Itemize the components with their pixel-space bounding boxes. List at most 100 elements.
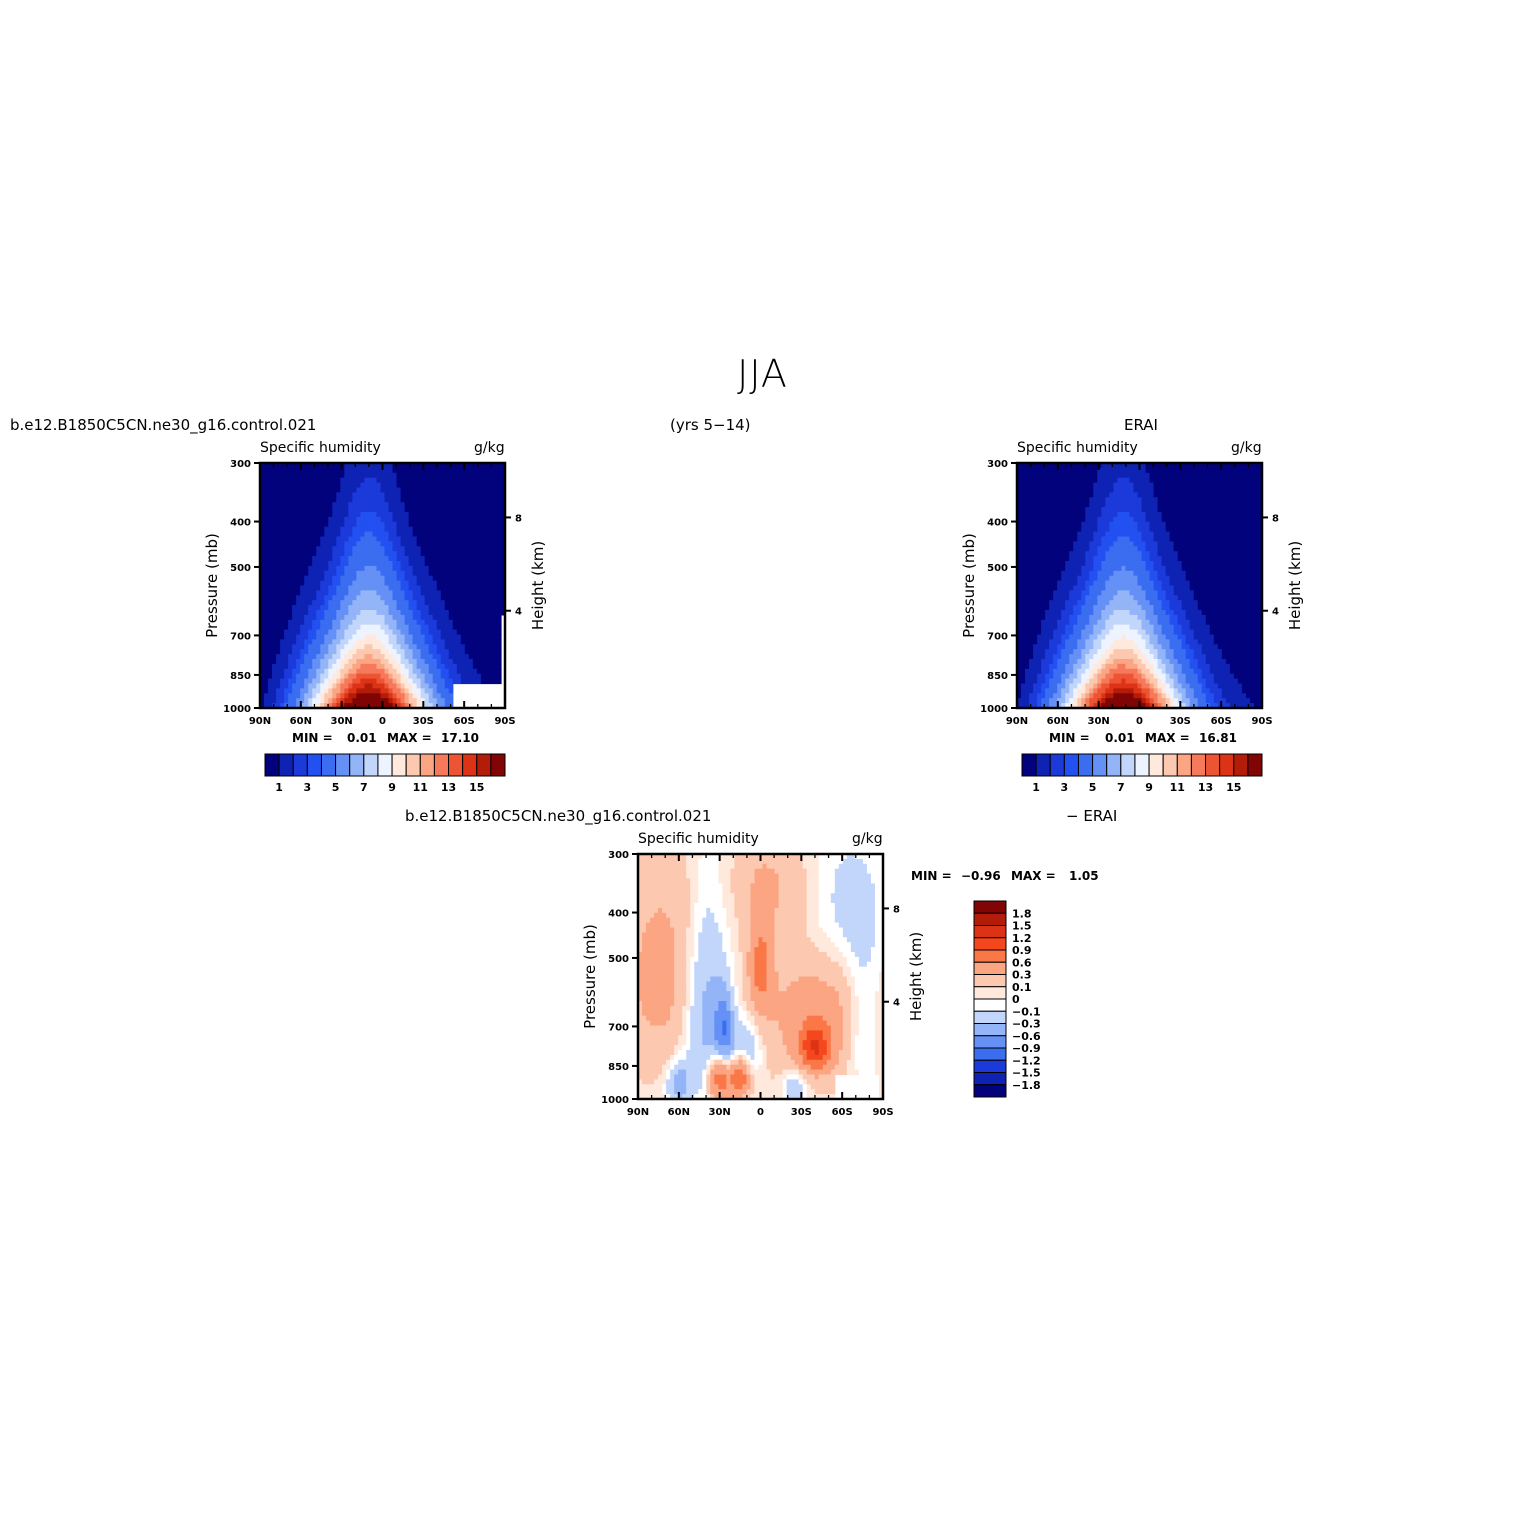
- contour-cell: [1193, 477, 1199, 484]
- contour-cell: [1213, 590, 1219, 596]
- contour-cell: [1237, 477, 1243, 484]
- contour-cell: [420, 477, 426, 484]
- contour-cell: [1113, 561, 1119, 567]
- contour-cell: [1253, 580, 1259, 587]
- contour-cell: [376, 472, 382, 479]
- contour-cell: [1037, 590, 1042, 596]
- contour-cell: [1233, 551, 1239, 557]
- contour-cell: [1109, 575, 1114, 582]
- contour-cell: [484, 541, 490, 547]
- contour-cell: [420, 492, 426, 498]
- contour-cell: [1053, 556, 1058, 562]
- contour-cell: [1117, 605, 1123, 611]
- diff-suffix: − ERAI: [1066, 807, 1118, 825]
- contour-cell: [492, 482, 498, 489]
- contour-cell: [304, 605, 309, 611]
- contour-cell: [328, 629, 333, 636]
- contour-cell: [488, 654, 494, 660]
- contour-cell: [476, 575, 482, 582]
- contour-cell: [264, 477, 269, 484]
- contour-cell: [336, 541, 341, 547]
- contour-cell: [1057, 467, 1062, 474]
- contour-cell: [1033, 546, 1038, 552]
- contour-cell: [1205, 585, 1211, 591]
- contour-cell: [1105, 546, 1110, 552]
- contour-cell: [1213, 580, 1219, 587]
- contour-cell: [336, 703, 341, 709]
- contour-cell: [408, 502, 414, 508]
- contour-cell: [1209, 497, 1215, 503]
- contour-cell: [372, 482, 378, 489]
- contour-cell: [1173, 556, 1179, 562]
- contour-cell: [356, 487, 362, 493]
- contour-cell: [1085, 605, 1090, 611]
- contour-cell: [304, 546, 309, 552]
- contour-cell: [332, 565, 337, 572]
- colorbar-label: 13: [441, 781, 456, 794]
- contour-cell: [1021, 531, 1026, 538]
- contour-cell: [260, 482, 265, 489]
- contour-cell: [316, 512, 321, 518]
- contour-cell: [1241, 605, 1247, 611]
- contour-cell: [304, 585, 309, 591]
- contour-cell: [284, 629, 289, 636]
- contour-cell: [448, 614, 454, 621]
- contour-cell: [308, 668, 313, 675]
- contour-cell: [388, 624, 394, 631]
- contour-cell: [404, 541, 410, 547]
- contour-cell: [324, 590, 329, 596]
- contour-cell: [452, 516, 458, 523]
- contour-cell: [384, 673, 390, 680]
- contour-cell: [500, 487, 506, 493]
- contour-cell: [428, 477, 434, 484]
- contour-cell: [372, 526, 378, 533]
- contour-cell: [260, 516, 265, 523]
- contour-cell: [460, 531, 466, 538]
- contour-cell: [1049, 482, 1054, 489]
- contour-cell: [1161, 516, 1167, 523]
- contour-cell: [276, 570, 281, 577]
- contour-cell: [432, 605, 438, 611]
- contour-cell: [1049, 516, 1054, 523]
- contour-cell: [264, 497, 269, 503]
- contour-cell: [376, 595, 382, 601]
- contour-cell: [1125, 536, 1131, 542]
- contour-cell: [1169, 467, 1175, 474]
- contour-cell: [1153, 605, 1159, 611]
- contour-cell: [1193, 590, 1199, 596]
- contour-cell: [452, 654, 458, 660]
- contour-cell: [1025, 531, 1030, 538]
- y-axis-label: Pressure (mb): [203, 533, 221, 638]
- contour-cell: [1129, 590, 1135, 596]
- contour-cell: [1033, 477, 1038, 484]
- contour-cell: [1057, 487, 1062, 493]
- contour-cell: [1053, 546, 1058, 552]
- contour-cell: [1165, 551, 1171, 557]
- contour-cell: [288, 678, 293, 685]
- contour-cell: [352, 507, 357, 513]
- contour-cell: [1065, 492, 1070, 498]
- contour-cell: [428, 654, 434, 660]
- contour-cell: [1037, 536, 1042, 542]
- contour-cell: [444, 644, 450, 650]
- contour-cell: [496, 614, 502, 621]
- contour-cell: [376, 463, 382, 469]
- contour-cell: [448, 487, 454, 493]
- contour-cell: [1061, 502, 1066, 508]
- contour-cell: [1129, 526, 1135, 533]
- contour-cell: [468, 659, 474, 665]
- contour-cell: [1225, 516, 1231, 523]
- colorbar-box: [476, 753, 492, 777]
- contour-cell: [356, 565, 362, 572]
- contour-cell: [1145, 531, 1151, 538]
- contour-cell: [1121, 492, 1127, 498]
- contour-cell: [1129, 580, 1135, 587]
- contour-cell: [280, 575, 285, 582]
- contour-cell: [296, 516, 301, 523]
- contour-cell: [1053, 526, 1058, 533]
- contour-cell: [424, 624, 430, 631]
- contour-cell: [308, 531, 313, 538]
- contour-cell: [376, 605, 382, 611]
- contour-cell: [348, 487, 353, 493]
- contour-cell: [352, 526, 357, 533]
